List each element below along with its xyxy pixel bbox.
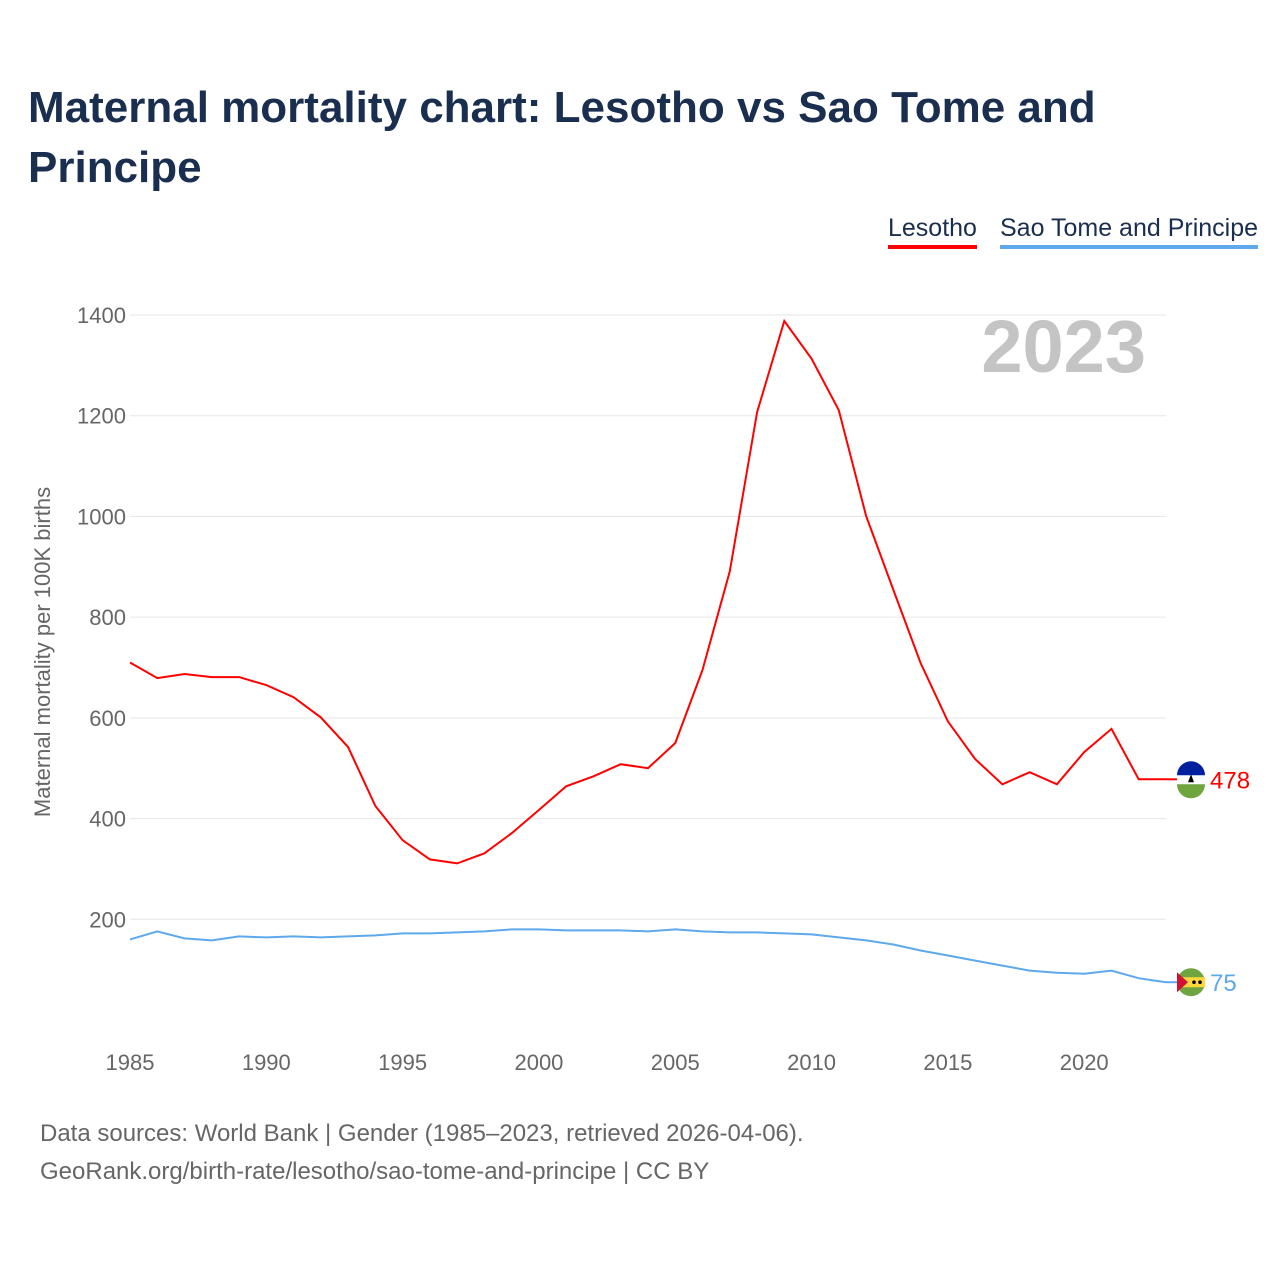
y-tick-label: 200	[89, 907, 126, 932]
x-tick-label: 2000	[514, 1050, 563, 1075]
y-tick-label: 600	[89, 706, 126, 731]
y-tick-label: 800	[89, 605, 126, 630]
x-tick-label: 2015	[923, 1050, 972, 1075]
flag-star	[1198, 980, 1202, 985]
series-line-lesotho	[129, 318, 1166, 865]
legend-item-lesotho[interactable]: Lesotho	[888, 214, 977, 249]
flag-star	[1192, 980, 1196, 985]
flag-stripe	[1177, 761, 1205, 776]
x-tick-label: 2010	[787, 1050, 836, 1075]
x-tick-label: 1985	[106, 1050, 155, 1075]
source-link[interactable]: GeoRank.org/birth-rate/lesotho/sao-tome-…	[40, 1158, 710, 1185]
x-tick-label: 1995	[378, 1050, 427, 1075]
y-tick-label: 400	[89, 807, 126, 832]
flag-triangle	[1177, 972, 1188, 993]
end-value-label: 75	[1210, 970, 1237, 997]
end-value-label: 478	[1210, 767, 1250, 794]
y-tick-label: 1400	[77, 303, 126, 328]
flag-stripe	[1177, 784, 1205, 799]
legend-item-sao-tome[interactable]: Sao Tome and Principe	[1000, 214, 1259, 249]
y-tick-label: 1000	[77, 504, 126, 529]
year-watermark: 2023	[981, 305, 1146, 388]
x-tick-label: 2020	[1060, 1050, 1109, 1075]
series-line-sao-tome	[129, 928, 1167, 984]
flag-hat	[1188, 774, 1194, 783]
chart-title: Maternal mortality chart: Lesotho vs Sao…	[28, 83, 1096, 192]
data-source: Data sources: World Bank | Gender (1985–…	[40, 1120, 804, 1147]
x-tick-label: 2005	[651, 1050, 700, 1075]
flag-stripe	[1177, 977, 1205, 988]
y-tick-label: 1200	[77, 404, 126, 429]
y-axis-label: Maternal mortality per 100K births	[30, 487, 55, 817]
x-tick-label: 1990	[242, 1050, 291, 1075]
